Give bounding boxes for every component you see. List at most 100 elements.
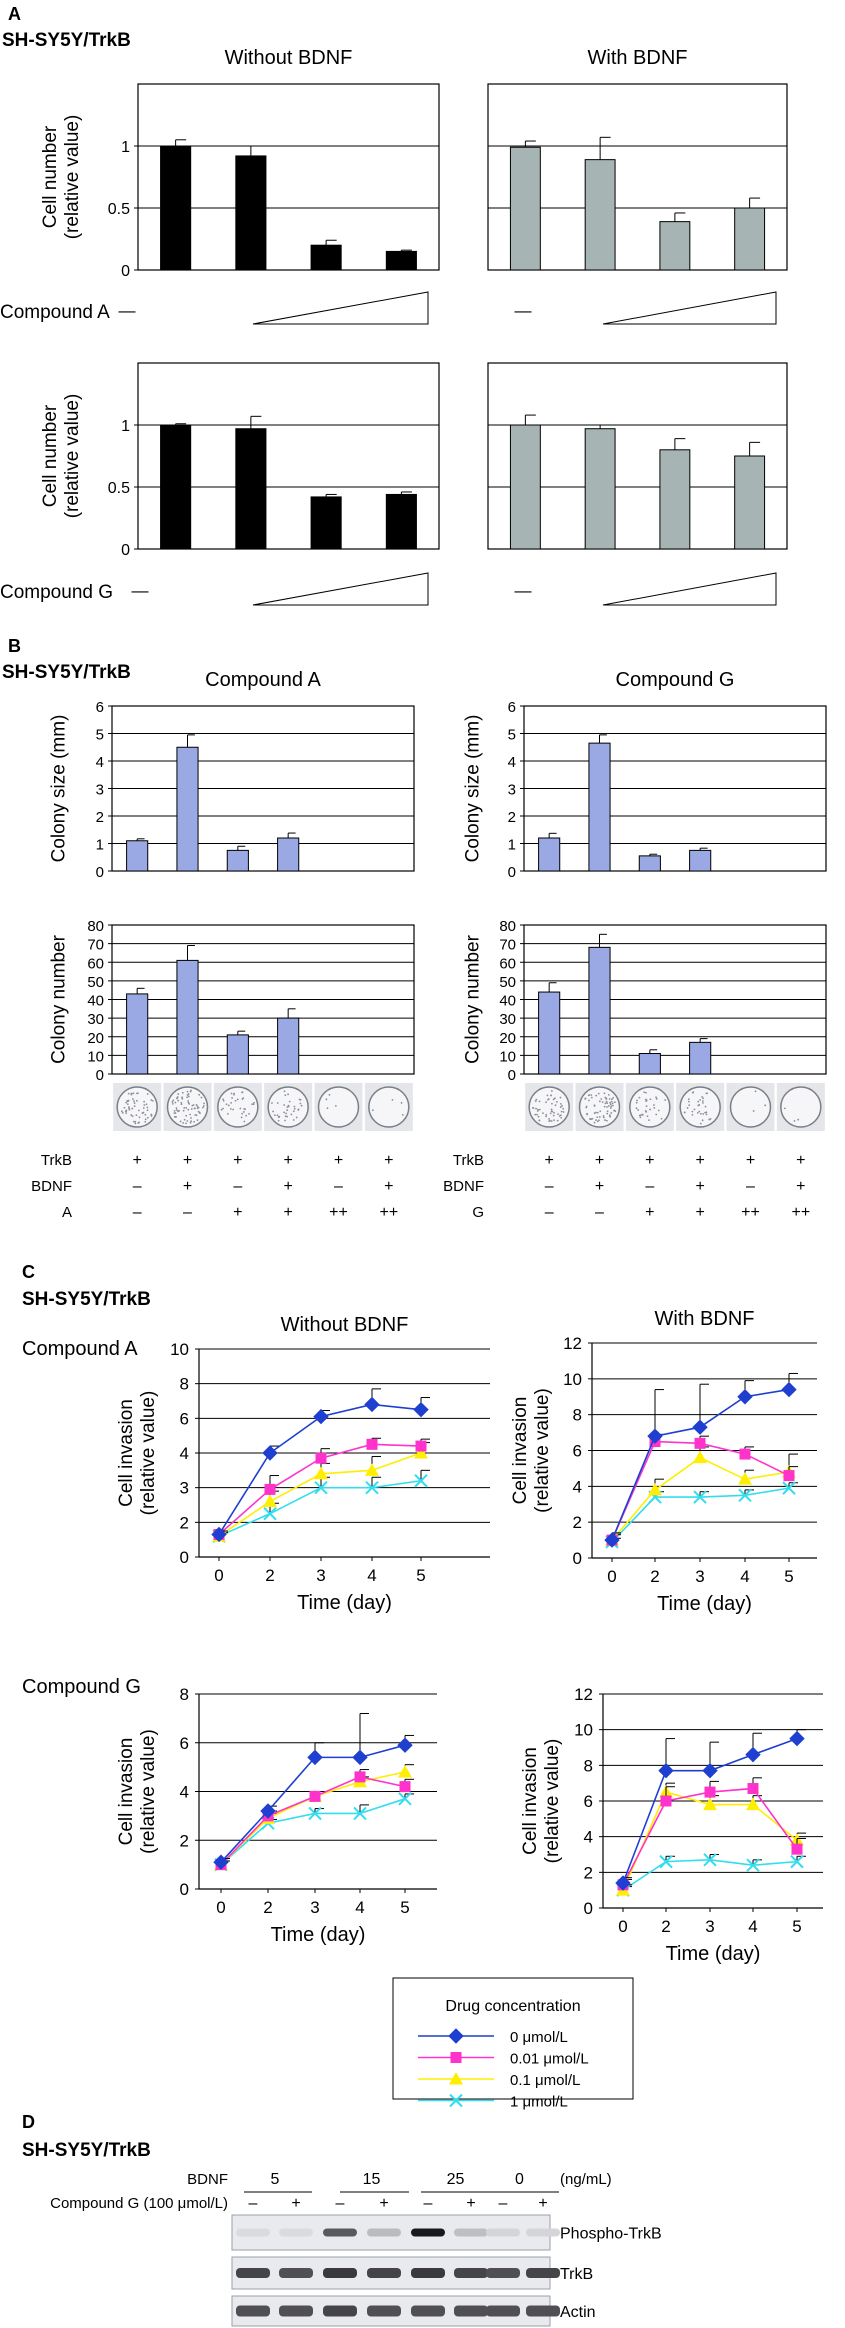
marker-diamond	[692, 1419, 708, 1435]
colony-dot	[702, 1113, 705, 1115]
colony-dot	[181, 1091, 184, 1094]
colony-dot	[691, 1110, 694, 1113]
bar	[226, 849, 249, 872]
bar	[734, 207, 766, 271]
colony-dot	[299, 1102, 302, 1105]
y-tick-label: 4	[180, 1783, 189, 1802]
x-tick-label: 3	[695, 1567, 704, 1586]
x-tick-label: 4	[355, 1898, 364, 1917]
row-label: Compound G	[22, 1676, 141, 1698]
colony-dot	[133, 1102, 136, 1104]
colony-dot	[189, 1121, 192, 1124]
marker-triangle	[703, 1797, 717, 1811]
colony-dot	[538, 1108, 541, 1111]
colony-dot	[284, 1094, 287, 1097]
compound-sign: –	[499, 2195, 508, 2212]
condition-sign: +	[283, 1178, 292, 1195]
colony-dot	[614, 1110, 617, 1112]
bar	[176, 746, 199, 872]
blot-band	[236, 2305, 270, 2317]
colony-dot	[708, 1118, 711, 1121]
colony-dot	[198, 1093, 201, 1096]
condition-sign: +	[645, 1204, 654, 1221]
marker-diamond	[737, 1389, 753, 1405]
colony-dot	[190, 1117, 192, 1119]
condition-sign: ++	[329, 1204, 348, 1221]
colony-dot	[196, 1107, 199, 1110]
marker-diamond	[615, 1875, 631, 1891]
y-tick-label: 50	[499, 974, 516, 991]
colony-dot	[137, 1109, 140, 1112]
marker-diamond	[745, 1746, 761, 1763]
y-axis-label: Cell invasion(relative value)	[116, 1729, 159, 1854]
colony-dot	[142, 1107, 145, 1109]
colony-dot	[542, 1112, 544, 1114]
y-tick-label: 2	[584, 1863, 593, 1882]
colony-dot	[185, 1122, 187, 1125]
y-axis-label: Cell number(relative value)	[40, 115, 83, 240]
colony-dot	[190, 1120, 193, 1123]
dose-dash-a2: —	[515, 301, 532, 320]
marker-square	[309, 1790, 321, 1802]
panel-letter-c: C	[22, 1262, 35, 1282]
condition-sign: +	[183, 1152, 192, 1169]
compound-sign: –	[336, 2195, 345, 2212]
colony-dot	[552, 1098, 555, 1101]
y-tick-label: 0	[584, 1899, 593, 1918]
colony-dot	[595, 1111, 597, 1114]
y-tick-label: 4	[96, 754, 104, 771]
colony-dot	[141, 1112, 144, 1114]
colony-dot	[172, 1099, 175, 1102]
bar	[538, 991, 561, 1075]
colony-dot	[174, 1116, 176, 1118]
colony-dot	[537, 1115, 540, 1118]
colony-dot	[203, 1102, 205, 1105]
y-tick-label: 4	[180, 1444, 189, 1463]
blot-band	[486, 2228, 520, 2237]
x-axis-label: Time (day)	[657, 1593, 752, 1615]
colony-dot	[645, 1110, 648, 1113]
colony-dot	[591, 1117, 594, 1120]
marker-triangle	[746, 1797, 760, 1811]
colony-dot	[194, 1107, 196, 1110]
y-tick-label: 4	[573, 1477, 582, 1496]
x-tick-label: 0	[607, 1567, 616, 1586]
y-tick-label: 3	[180, 1479, 189, 1498]
colony-dot	[276, 1114, 279, 1117]
colony-dot	[126, 1100, 129, 1102]
y-tick-label: 0	[573, 1549, 582, 1568]
y-tick-label: 20	[87, 1030, 104, 1047]
bar	[126, 993, 149, 1075]
colony-dot	[187, 1095, 190, 1098]
colony-dot	[600, 1098, 603, 1100]
colony-dot	[172, 1102, 174, 1105]
marker-square	[450, 2052, 462, 2063]
marker-diamond	[658, 1762, 674, 1779]
colony-dot	[701, 1101, 704, 1104]
colony-dot	[145, 1103, 148, 1106]
colony-dot	[283, 1104, 286, 1106]
colony-dot	[584, 1097, 587, 1100]
colony-dot	[175, 1108, 178, 1111]
colony-dot	[645, 1091, 647, 1094]
colony-dot	[146, 1116, 149, 1119]
x-tick-label: 3	[705, 1917, 714, 1936]
colony-dot	[180, 1103, 183, 1106]
colony-dot	[614, 1101, 616, 1104]
bdnf-level: 5	[271, 2171, 280, 2188]
colony-dot	[649, 1108, 651, 1111]
compound-sign: –	[249, 2195, 258, 2212]
y-tick-label: 3	[508, 782, 516, 799]
y-tick-label: 0	[96, 1067, 104, 1084]
bdnf-label: BDNF	[187, 2171, 228, 2188]
colony-dot	[553, 1111, 555, 1114]
well	[317, 1086, 360, 1128]
colony-dot	[182, 1122, 185, 1124]
colony-dot	[297, 1108, 300, 1111]
dose-dash-g2: —	[515, 581, 532, 600]
colony-dot	[400, 1101, 403, 1104]
colony-dot	[146, 1106, 149, 1109]
compound-sign: +	[538, 2195, 547, 2212]
x-tick-label: 3	[316, 1566, 325, 1585]
